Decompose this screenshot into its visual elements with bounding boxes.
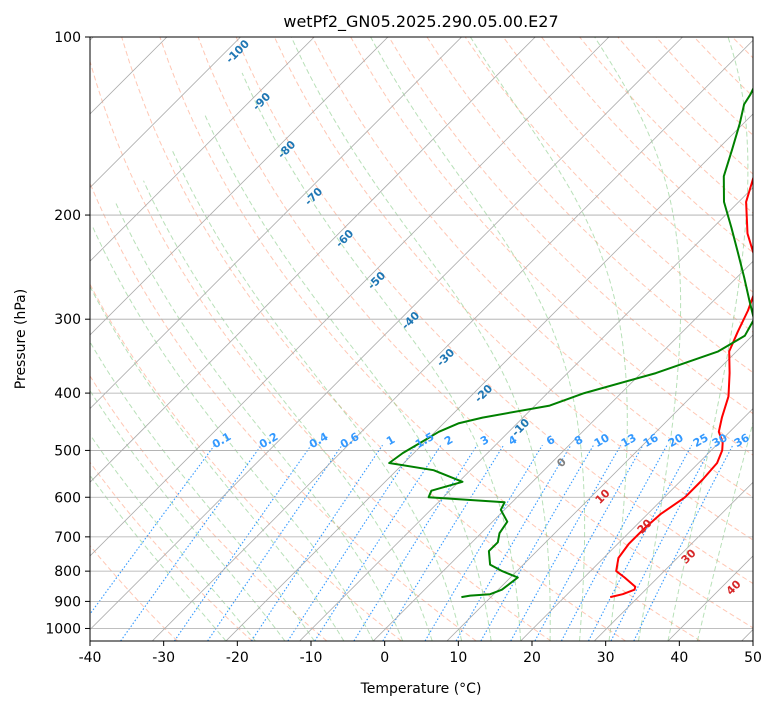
moist-adiabat-line	[143, 180, 433, 641]
x-tick-label: 40	[670, 650, 688, 666]
moist-adiabat-line	[114, 201, 404, 641]
mixing-ratio-line	[314, 444, 442, 641]
y-tick-label: 200	[54, 208, 81, 224]
mixing-ratio-line	[455, 444, 572, 641]
isotherm-line	[90, 37, 241, 189]
dry-adiabat-line	[90, 544, 178, 641]
moist-adiabat-line	[241, 72, 522, 641]
mixing-ratio-line	[250, 444, 383, 641]
moist-adiabat-line	[90, 341, 315, 641]
dry-adiabat-line	[90, 181, 477, 641]
isotherm-line	[593, 481, 753, 641]
dry-adiabat-line	[90, 59, 552, 641]
temperature-profile-line	[609, 175, 753, 599]
moist-adiabat-line	[90, 285, 345, 641]
y-tick-label: 1000	[45, 621, 81, 637]
isotherm-line	[225, 113, 753, 641]
dry-adiabat-line	[312, 37, 753, 498]
dewpoint-profile-line	[388, 86, 753, 599]
moist-adiabat-line	[696, 420, 753, 641]
isotherm-line	[90, 37, 389, 336]
x-tick-label: 20	[523, 650, 541, 666]
profile-lines	[388, 86, 753, 599]
x-tick-label: 30	[597, 650, 615, 666]
x-tick-label: -20	[226, 650, 249, 666]
mixing-ratio-line	[633, 444, 734, 641]
mixing-ratio-line	[90, 444, 216, 616]
moist-adiabat-line	[204, 113, 492, 641]
isotherm-line	[151, 39, 753, 641]
dry-adiabat-line	[197, 37, 753, 629]
x-tick-label: 50	[744, 650, 762, 666]
dry-adiabat-line	[121, 37, 626, 641]
plot-frame	[89, 36, 754, 642]
x-tick-label: -10	[300, 650, 323, 666]
moist-adiabat-line	[90, 474, 227, 641]
x-axis: -40 -30 -20 -10 0 10 20 30 40 50	[79, 641, 762, 666]
dry-adiabat-line	[90, 375, 328, 641]
x-tick-label: -30	[152, 650, 175, 666]
y-tick-label: 800	[54, 564, 81, 580]
y-tick-label: 300	[54, 312, 81, 328]
y-tick-label: 500	[54, 443, 81, 459]
isotherm-line	[520, 408, 753, 641]
x-tick-label: 0	[380, 650, 389, 666]
isotherm-line	[446, 334, 753, 641]
moist-adiabat-line	[469, 37, 628, 641]
moist-adiabat-line	[90, 389, 286, 641]
mixing-ratio-line	[287, 444, 417, 641]
mixing-ratio-line	[207, 444, 343, 641]
moist-adiabat-line	[667, 37, 749, 641]
x-tick-label: 10	[449, 650, 467, 666]
mixing-ratio-line	[510, 444, 622, 641]
isotherm-line	[90, 37, 536, 483]
moist-adiabat-line	[92, 227, 374, 641]
mixing-ratio-line	[353, 444, 478, 641]
chart-title: wetPf2_GN05.2025.290.05.00.E27	[283, 12, 558, 32]
dry-adiabat-line	[159, 37, 701, 641]
dry-adiabat-line	[388, 37, 753, 415]
x-axis-label: Temperature (°C)	[360, 681, 482, 697]
moist-adiabat-line	[594, 37, 682, 641]
mixing-ratio-line	[480, 444, 594, 641]
x-tick-label: -40	[79, 650, 102, 666]
dry-adiabat-line	[235, 37, 753, 585]
y-tick-label: 700	[54, 530, 81, 546]
moist-adiabat-line	[370, 37, 586, 641]
isotherm-line	[372, 260, 753, 641]
mixing-ratio-line	[534, 444, 644, 641]
y-axis: 100 200 300 400 500 600 700 800 900 1000	[45, 30, 90, 637]
background-lines	[90, 37, 753, 641]
isotherm-line	[90, 37, 610, 557]
mixing-ratio-line	[424, 444, 543, 641]
isotherm-line	[299, 187, 753, 641]
y-tick-label: 900	[54, 594, 81, 610]
dry-adiabat-line	[426, 37, 753, 374]
mixing-ratio-line	[120, 444, 262, 641]
moist-adiabat-line	[90, 433, 256, 641]
y-tick-label: 400	[54, 386, 81, 402]
mixing-ratio-line	[173, 444, 312, 641]
y-tick-label: 100	[54, 30, 81, 46]
dry-adiabat-line	[90, 461, 253, 641]
moist-adiabat-line	[290, 37, 551, 641]
y-axis-label: Pressure (hPa)	[13, 289, 29, 389]
isotherm-line	[90, 37, 315, 262]
dry-adiabat-line	[502, 37, 753, 293]
isotherm-line	[90, 37, 683, 631]
isotherm-line	[90, 37, 462, 410]
y-tick-label: 600	[54, 490, 81, 506]
